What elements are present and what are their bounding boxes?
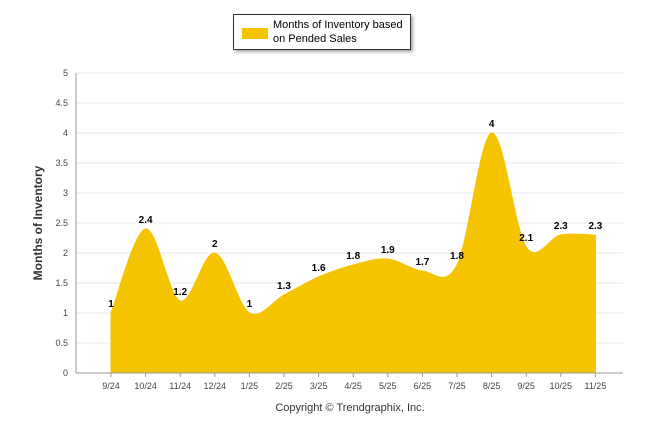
x-tick-label: 1/25 bbox=[241, 381, 259, 391]
area-series-months-of-inventory bbox=[110, 132, 596, 374]
y-tick-label: 0 bbox=[63, 368, 68, 378]
data-label: 1 bbox=[108, 299, 114, 310]
data-label: 1.8 bbox=[450, 251, 464, 262]
data-label: 1.9 bbox=[381, 245, 395, 256]
x-tick-label: 11/25 bbox=[584, 381, 606, 391]
data-label: 1.6 bbox=[312, 263, 326, 274]
y-tick-label: 3.5 bbox=[55, 158, 68, 168]
x-tick-label: 11/24 bbox=[169, 381, 191, 391]
y-tick-label: 1.5 bbox=[55, 278, 68, 288]
data-label: 1.7 bbox=[415, 257, 429, 268]
data-label: 2.1 bbox=[519, 233, 533, 244]
x-tick-label: 4/25 bbox=[344, 381, 362, 391]
x-tick-label: 9/24 bbox=[102, 381, 120, 391]
legend: Months of Inventory based on Pended Sale… bbox=[233, 14, 411, 50]
x-tick-label: 10/25 bbox=[550, 381, 573, 391]
x-tick-label: 5/25 bbox=[379, 381, 397, 391]
data-label: 2.3 bbox=[588, 221, 602, 232]
y-tick-label: 5 bbox=[63, 68, 68, 78]
x-tick-label: 8/25 bbox=[483, 381, 501, 391]
y-tick-label: 3 bbox=[63, 188, 68, 198]
x-tick-label: 10/24 bbox=[134, 381, 157, 391]
x-tick-label: 3/25 bbox=[310, 381, 328, 391]
data-label: 2.4 bbox=[139, 215, 153, 226]
data-labels: 1 2.4 1.2 2 1 1.3 1.6 1.8 1.9 1.7 1.8 4 2.1 2.3 2.3 bbox=[108, 119, 603, 310]
data-label: 4 bbox=[489, 119, 495, 130]
legend-swatch bbox=[242, 28, 268, 39]
data-label: 1.3 bbox=[277, 281, 291, 292]
y-tick-label: 4.5 bbox=[55, 98, 68, 108]
y-tick-label: 4 bbox=[63, 128, 68, 138]
y-axis-title: Months of Inventory bbox=[31, 165, 45, 280]
x-tick-label: 6/25 bbox=[414, 381, 432, 391]
data-label: 1.8 bbox=[346, 251, 360, 262]
data-label: 2.3 bbox=[554, 221, 568, 232]
axes: 0 0.5 1 1.5 2 2.5 3 3.5 4 4.5 5 9/24 10/24 11/24 12/24… bbox=[55, 68, 623, 391]
copyright-text: Copyright © Trendgraphix, Inc. bbox=[275, 402, 425, 414]
data-label: 1 bbox=[247, 299, 253, 310]
y-tick-label: 2 bbox=[63, 248, 68, 258]
y-tick-label: 0.5 bbox=[55, 338, 68, 348]
y-tick-label: 1 bbox=[63, 308, 68, 318]
x-tick-label: 7/25 bbox=[448, 381, 466, 391]
x-tick-label: 9/25 bbox=[517, 381, 535, 391]
y-tick-label: 2.5 bbox=[55, 218, 68, 228]
data-label: 2 bbox=[212, 239, 218, 250]
data-label: 1.2 bbox=[173, 287, 187, 298]
x-tick-label: 12/24 bbox=[204, 381, 227, 391]
x-tick-label: 2/25 bbox=[275, 381, 293, 391]
legend-label: Months of Inventory based on Pended Sale… bbox=[273, 19, 403, 45]
